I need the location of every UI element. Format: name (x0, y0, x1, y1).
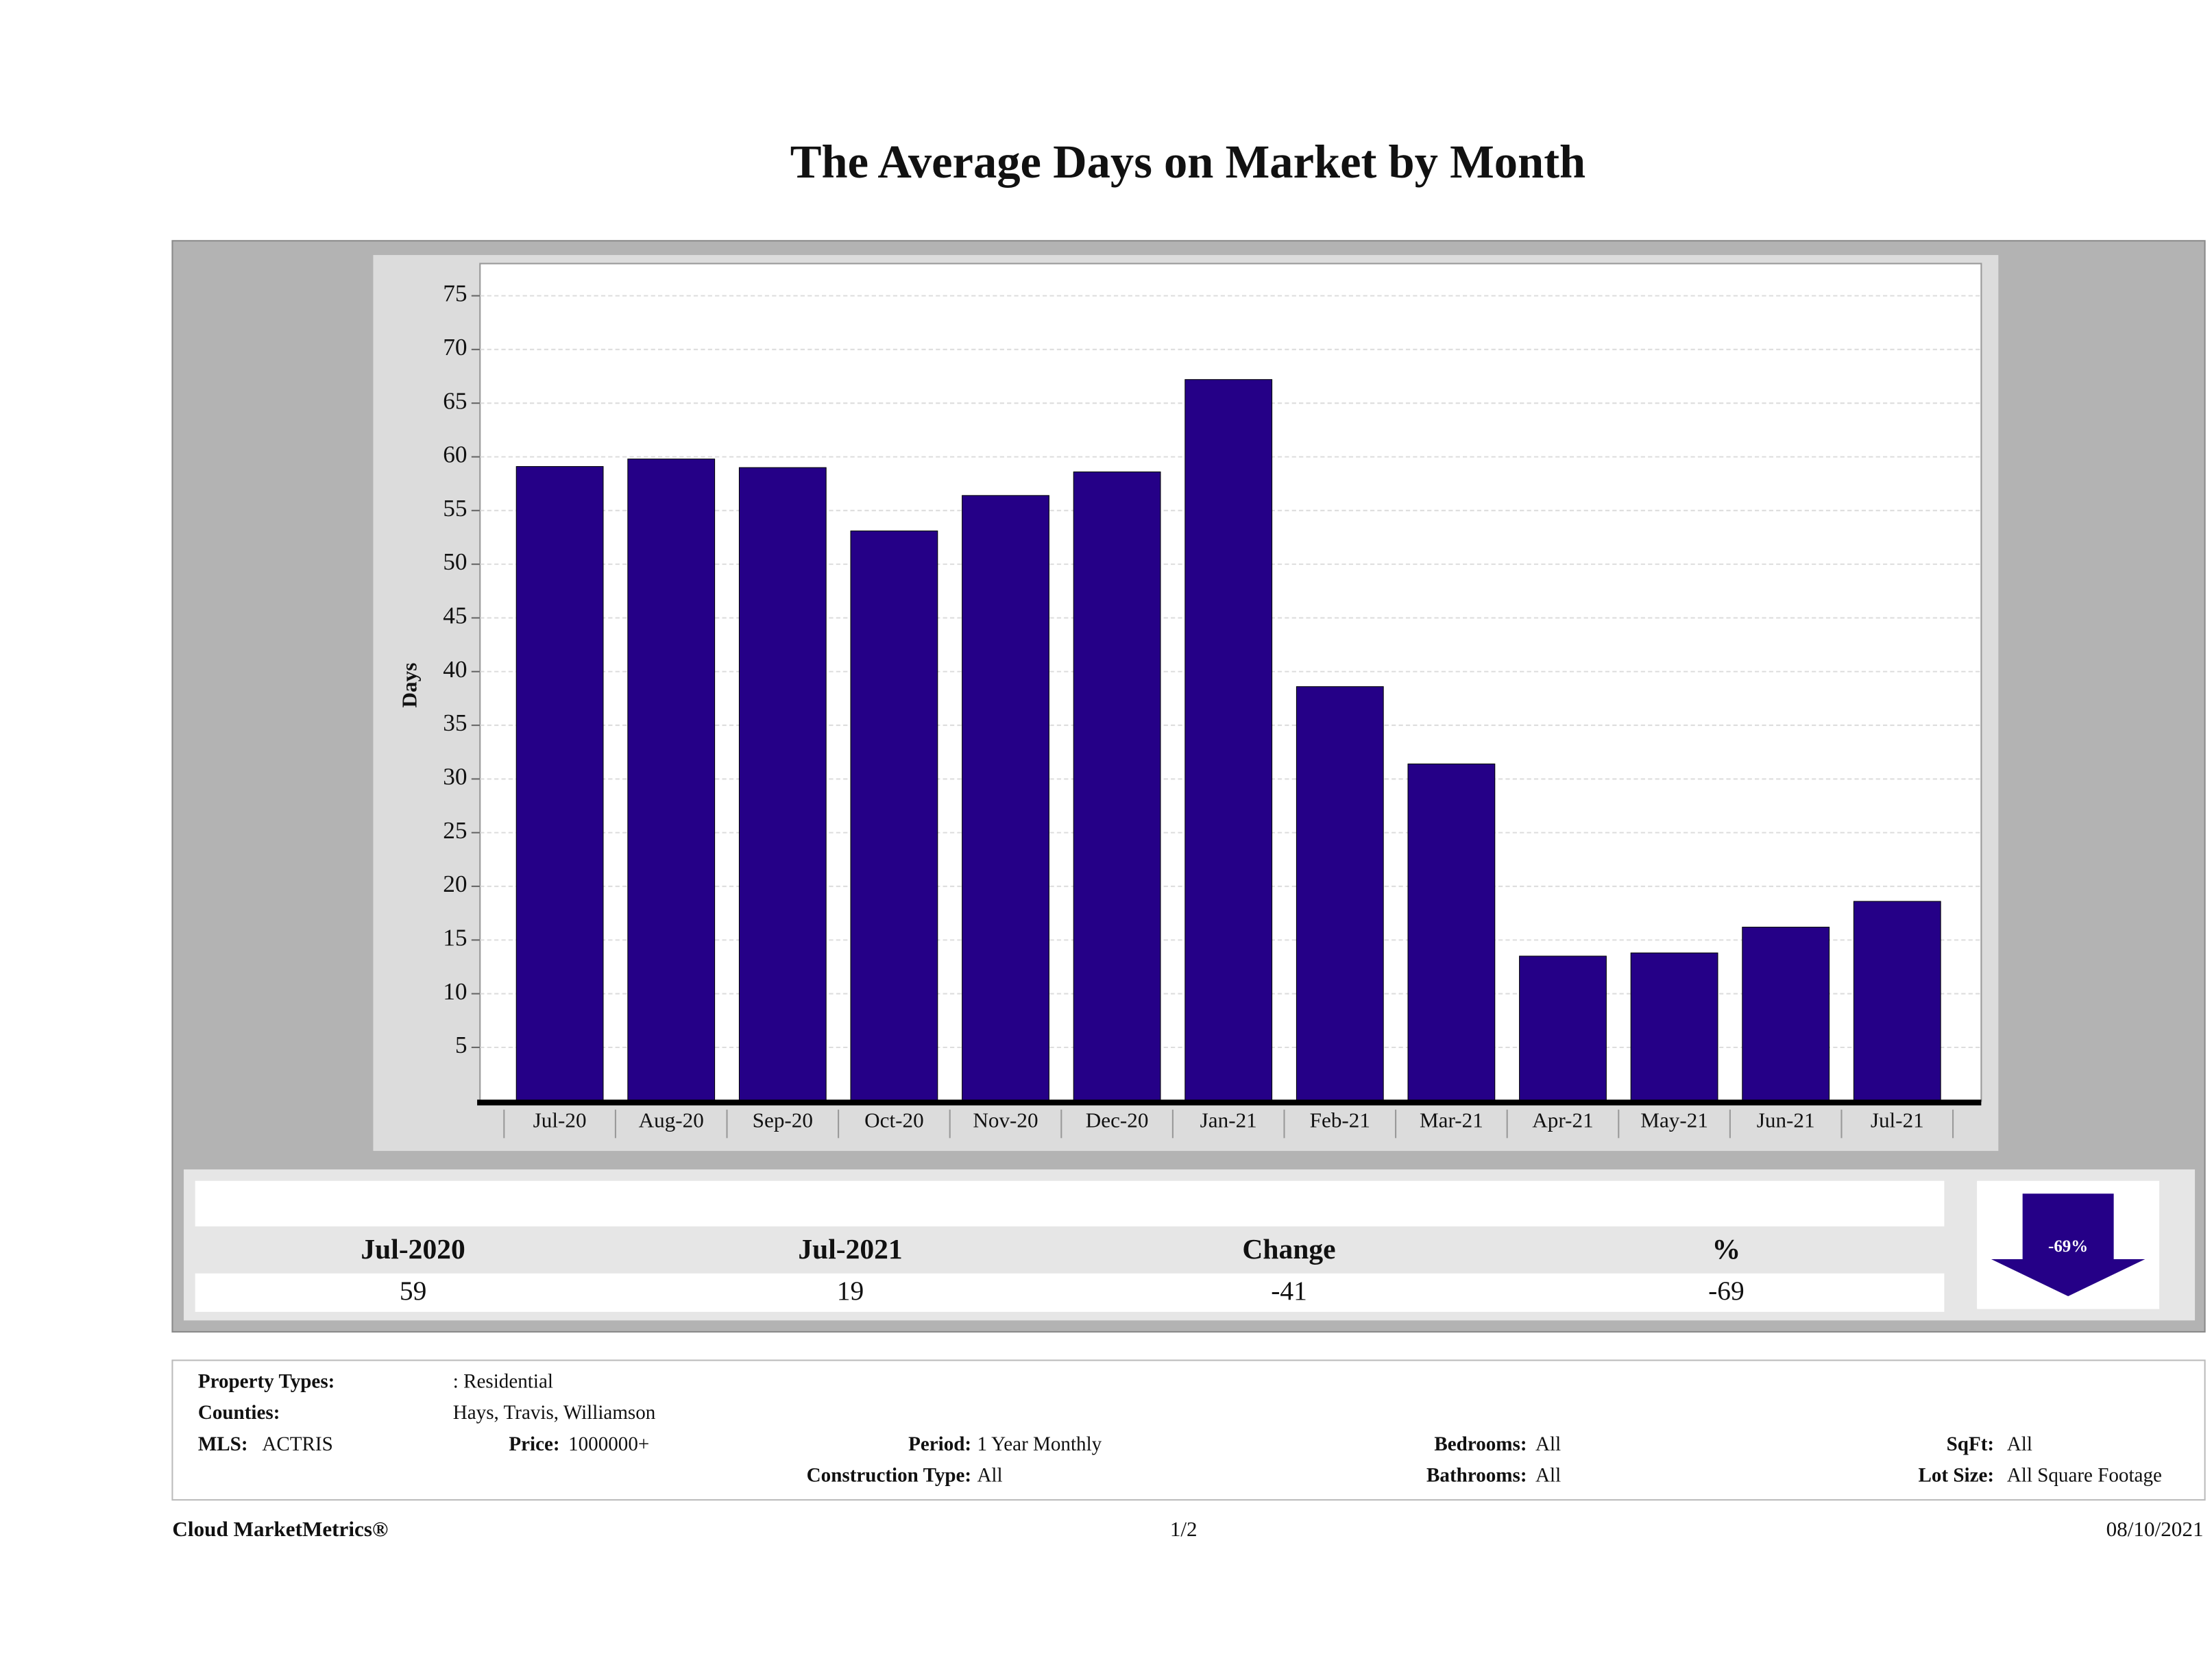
filter-label: Bathrooms: (1426, 1465, 1527, 1487)
x-tick-label: Nov-20 (973, 1108, 1038, 1132)
y-tick-label: 65 (443, 387, 467, 414)
filter-value: 1 Year Monthly (977, 1433, 1102, 1455)
bar (627, 459, 716, 1102)
y-tick-label: 25 (443, 817, 467, 844)
filter-value: ACTRIS (262, 1433, 332, 1455)
summary-header: % (1712, 1233, 1741, 1265)
down-arrow (1991, 1193, 2146, 1297)
filter-value: All (977, 1465, 1002, 1487)
footer-page: 1/2 (1170, 1517, 1198, 1541)
filter-value: All (2007, 1433, 2032, 1455)
bar (1407, 763, 1496, 1102)
bar (1296, 686, 1384, 1102)
y-tick-label: 70 (443, 334, 467, 361)
x-tick-label: Dec-20 (1086, 1108, 1149, 1132)
summary-value: -69 (1708, 1276, 1745, 1306)
x-tick-label: Apr-21 (1532, 1108, 1593, 1132)
y-tick-label: 45 (443, 603, 467, 629)
footer-brand: Cloud MarketMetrics® (172, 1517, 388, 1541)
filter-label: Lot Size: (1918, 1465, 1994, 1487)
x-tick-label: Sep-20 (753, 1108, 813, 1132)
y-tick-label: 5 (455, 1032, 467, 1058)
summary-header: Jul-2020 (361, 1233, 465, 1265)
filter-value: 1000000+ (568, 1433, 649, 1455)
summary-value: 59 (400, 1276, 426, 1306)
summary-header: Jul-2021 (798, 1233, 902, 1265)
y-tick-label: 75 (443, 280, 467, 307)
bar (1630, 952, 1718, 1102)
summary-strip (195, 1180, 1945, 1227)
filter-label: SqFt: (1947, 1433, 1994, 1455)
filter-label: Period: (908, 1433, 971, 1455)
filter-value: Hays, Travis, Williamson (453, 1402, 656, 1424)
bar (515, 466, 604, 1102)
plot: 5 10 15 20 25 30 35 40 45 50 55 60 65 70 75 Jul-20 Aug-2… (443, 280, 1982, 1139)
y-axis-label: Days (398, 663, 422, 708)
footer-date: 08/10/2021 (2106, 1517, 2204, 1541)
bar (1853, 901, 1941, 1102)
chart-title: The Average Days on Market by Month (790, 136, 1585, 188)
bar (962, 495, 1049, 1102)
x-tick-label: Mar-21 (1420, 1108, 1483, 1132)
bar (1519, 956, 1607, 1102)
y-tick-label: 10 (443, 978, 467, 1005)
x-tick-label: Feb-21 (1310, 1108, 1370, 1132)
filter-label: MLS: (198, 1433, 248, 1455)
x-tick-label: Jul-20 (533, 1108, 587, 1132)
filter-label: Construction Type: (807, 1465, 971, 1487)
y-tick-label: 60 (443, 441, 467, 468)
bar (850, 531, 938, 1102)
y-tick-label: 50 (443, 548, 467, 575)
filter-label: Property Types: (198, 1370, 335, 1392)
y-tick-label: 40 (443, 656, 467, 683)
summary-header: Change (1242, 1233, 1335, 1265)
filter-label: Bedrooms: (1434, 1433, 1527, 1455)
filters: Property Types: : Residential Counties: Hay… (198, 1370, 2162, 1486)
y-tick-label: 30 (443, 764, 467, 790)
bar (1073, 471, 1161, 1102)
y-tick-label: 20 (443, 871, 467, 897)
filter-value: All (1535, 1433, 1561, 1455)
x-tick-label: Jun-21 (1757, 1108, 1815, 1132)
x-tick-label: May-21 (1640, 1108, 1708, 1132)
y-tick-label: 55 (443, 495, 467, 522)
x-tick-label: Jul-21 (1871, 1108, 1924, 1132)
filter-value: : Residential (453, 1370, 553, 1392)
filter-label: Counties: (198, 1402, 280, 1424)
summary-value: 19 (837, 1276, 864, 1306)
bar (738, 467, 827, 1102)
x-tick-label: Jan-21 (1200, 1108, 1257, 1132)
filter-label: Price: (509, 1433, 559, 1455)
x-tick-label: Aug-20 (639, 1108, 704, 1132)
x-tick-label: Oct-20 (864, 1108, 924, 1132)
filters-box (171, 1359, 2206, 1501)
arrow-label: -69% (2048, 1237, 2088, 1256)
filter-value: All (1535, 1465, 1561, 1487)
y-tick-label: 15 (443, 924, 467, 951)
filter-value: All Square Footage (2007, 1465, 2162, 1487)
bar (1184, 379, 1273, 1102)
summary-values-row (195, 1273, 1945, 1312)
summary-value: -41 (1271, 1276, 1307, 1306)
summary: Jul-2020 59 Jul-2021 19 Change -41% -69 (361, 1233, 1744, 1306)
y-tick-label: 35 (443, 709, 467, 736)
bar (1742, 927, 1830, 1102)
